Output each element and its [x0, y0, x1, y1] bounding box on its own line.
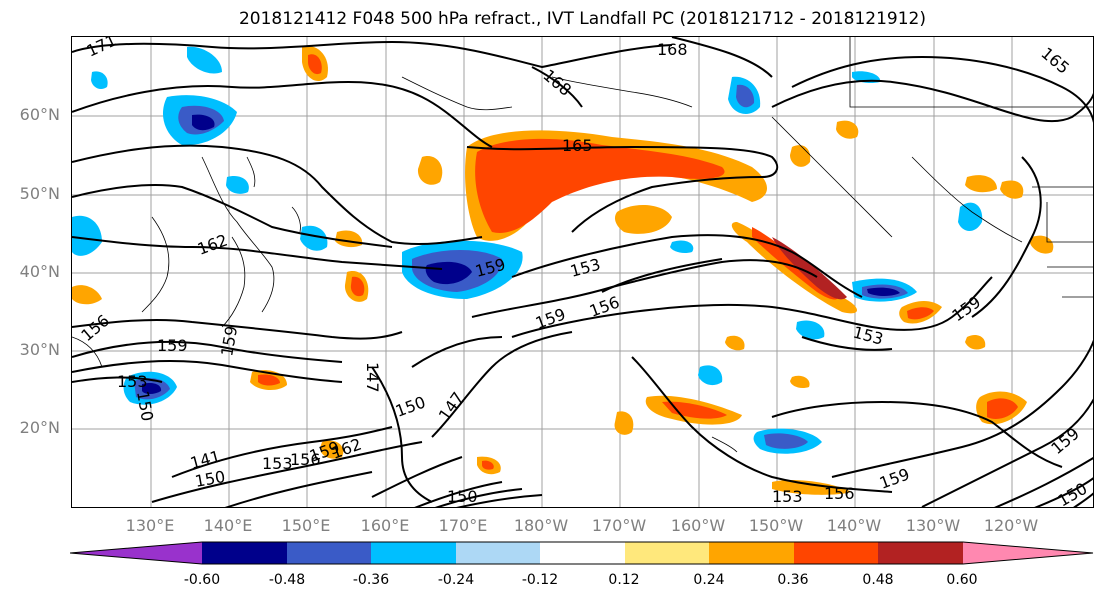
lon-label-160e: 160°E	[360, 516, 410, 535]
contour-label: 156	[77, 311, 113, 345]
colorbar-segment	[371, 542, 456, 564]
contour-label: 156	[587, 292, 622, 320]
colorbar-tick-label: 0.60	[946, 572, 978, 588]
colorbar-tick-label: -0.24	[437, 572, 475, 588]
lon-label-170w: 170°W	[591, 516, 647, 535]
contour-label: 147	[363, 362, 382, 393]
colorbar-segment	[709, 542, 794, 564]
colorbar-tick-label: 0.24	[693, 572, 725, 588]
colorbar	[70, 541, 1094, 565]
lon-label-140e: 140°E	[203, 516, 253, 535]
coastlines	[72, 37, 1093, 453]
colorbar-tick-label: -0.48	[268, 572, 306, 588]
colorbar-segment	[878, 542, 963, 564]
contour-label: 150	[393, 392, 428, 420]
colorbar-segment	[794, 542, 878, 564]
contour-label: 168	[539, 66, 575, 100]
colorbar-segment	[540, 542, 625, 564]
contour-label: 159	[948, 292, 984, 325]
map-canvas: 171 168 168 165 162 159 159 159 153 159 …	[72, 37, 1093, 507]
height-contours	[72, 37, 1093, 507]
contour-label: 156	[824, 484, 855, 503]
lon-label-160w: 160°W	[670, 516, 726, 535]
colorbar-tick-label: -0.60	[183, 572, 221, 588]
lon-label-180w: 180°W	[513, 516, 569, 535]
lat-label-30n: 30°N	[19, 340, 60, 359]
colorbar-segments	[202, 542, 963, 564]
negative-shading	[72, 46, 983, 454]
contour-label: 150	[193, 467, 226, 491]
contour-label: 171	[84, 37, 120, 61]
contour-label: 156	[290, 450, 321, 469]
colorbar-segment	[625, 542, 709, 564]
colorbar-tick-label: 0.48	[862, 572, 894, 588]
colorbar-tick-label: -0.12	[521, 572, 559, 588]
contour-label: 162	[195, 230, 230, 258]
colorbar-extend-left	[70, 542, 202, 564]
contour-label: 159	[157, 336, 188, 355]
contour-label: 159	[877, 464, 912, 492]
contour-label: 153	[851, 323, 885, 349]
lat-label-20n: 20°N	[19, 418, 60, 437]
lon-label-150e: 150°E	[281, 516, 331, 535]
colorbar-segment	[287, 542, 371, 564]
lat-label-50n: 50°N	[19, 184, 60, 203]
contour-label: 159	[533, 304, 568, 332]
lat-label-40n: 40°N	[19, 262, 60, 281]
colorbar-tick-label: 0.36	[777, 572, 809, 588]
contour-label: 150	[447, 487, 478, 506]
chart-title: 2018121412 F048 500 hPa refract., IVT La…	[238, 9, 926, 29]
colorbar-extend-right	[963, 542, 1093, 564]
map-panel: 171 168 168 165 162 159 159 159 153 159 …	[71, 36, 1094, 508]
contour-label: 150	[133, 389, 157, 422]
colorbar-tick-label: -0.36	[352, 572, 390, 588]
contour-label: 159	[217, 324, 241, 357]
lon-label-130w: 130°W	[905, 516, 961, 535]
contour-label: 165	[562, 136, 593, 155]
lon-label-120w: 120°W	[983, 516, 1039, 535]
contour-label: 147	[435, 388, 468, 424]
lon-label-130e: 130°E	[125, 516, 175, 535]
lon-label-150w: 150°W	[748, 516, 804, 535]
lat-label-60n: 60°N	[19, 105, 60, 124]
contour-label: 153	[117, 372, 148, 391]
colorbar-outline	[70, 541, 1094, 565]
lon-label-170e: 170°E	[438, 516, 488, 535]
lon-label-140w: 140°W	[826, 516, 882, 535]
contour-label: 165	[1037, 44, 1073, 78]
contour-label: 153	[772, 487, 803, 506]
contour-label: 153	[262, 454, 293, 473]
colorbar-segment	[456, 542, 540, 564]
colorbar-tick-label: 0.12	[608, 572, 640, 588]
colorbar-segment	[202, 542, 287, 564]
contour-label: 168	[657, 40, 688, 59]
